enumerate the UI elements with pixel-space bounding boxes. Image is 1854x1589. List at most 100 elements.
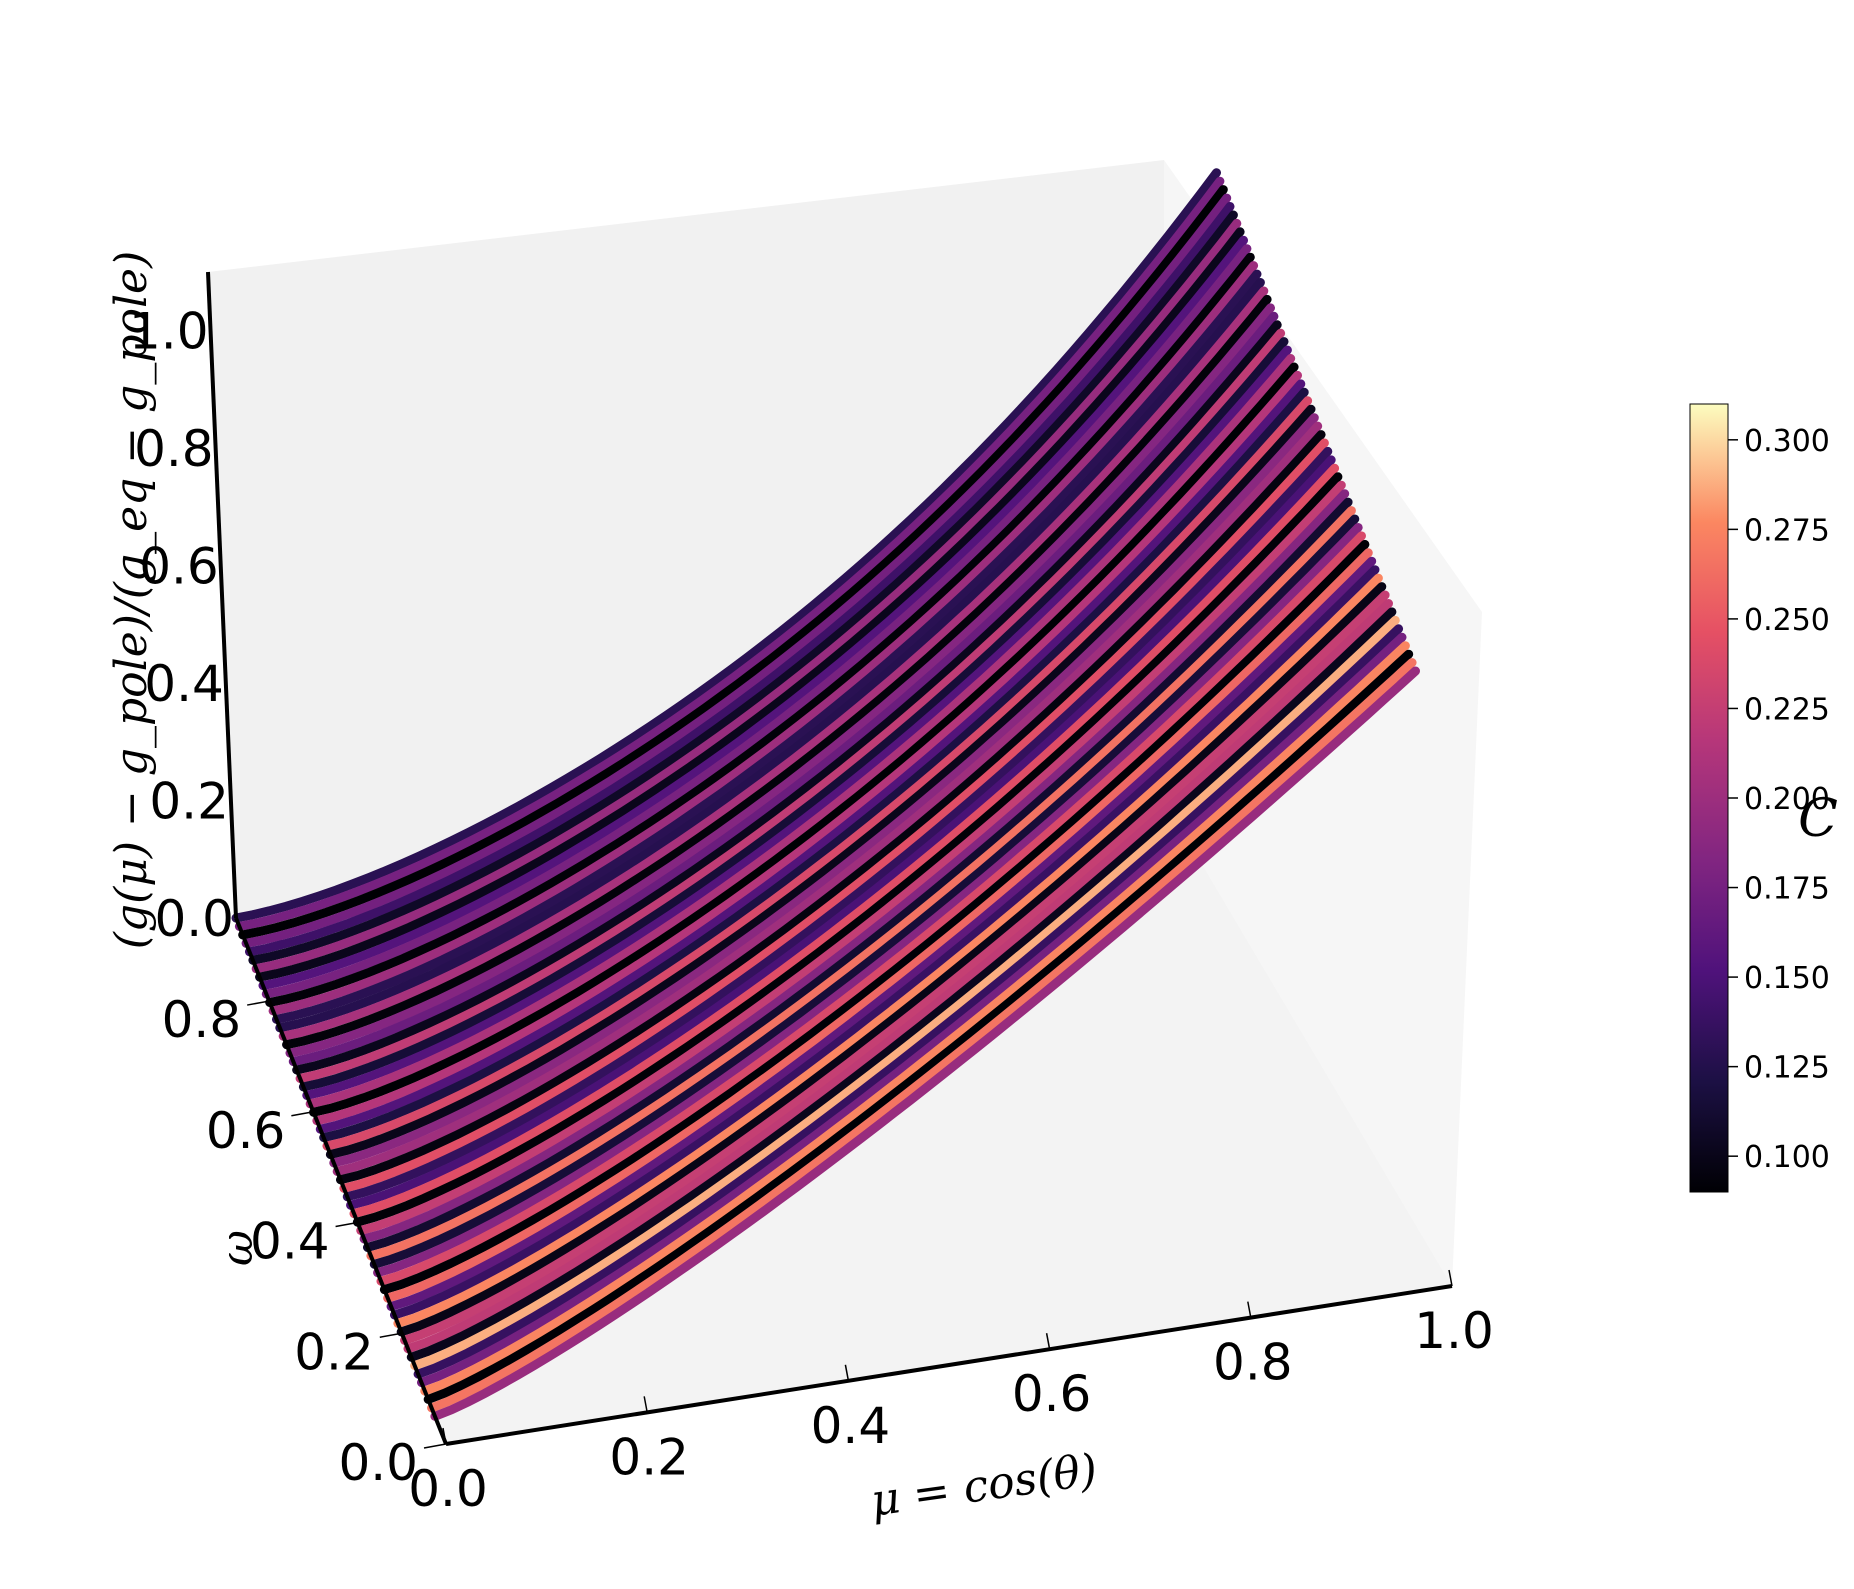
- surface-curve: [245, 202, 1235, 957]
- surface-curve: [420, 641, 1410, 1396]
- surface-curve: [315, 379, 1306, 1134]
- z-tick-label: 0.0: [154, 890, 234, 948]
- surface-curve: [258, 235, 1248, 991]
- surface-curve: [349, 463, 1340, 1219]
- x-tick: [1247, 1301, 1252, 1318]
- x-tick-label: 1.0: [1414, 1302, 1494, 1360]
- surface-curve: [390, 565, 1380, 1320]
- z-tick-label: 0.2: [149, 773, 229, 831]
- omega-tick: [247, 1000, 270, 1006]
- surface-curve: [268, 261, 1259, 1016]
- surface-curve: [272, 269, 1262, 1024]
- surface-curve: [366, 506, 1356, 1261]
- surface-curve: [265, 252, 1255, 1007]
- surface-curve: [282, 294, 1272, 1050]
- surface-curve: [231, 168, 1221, 923]
- colorbar: [1689, 403, 1729, 1193]
- surface-curve: [403, 599, 1393, 1354]
- surface-curve: [336, 430, 1326, 1185]
- colorbar-tick-label: 0.275: [1744, 513, 1830, 548]
- colorbar-tick-label: 0.175: [1744, 872, 1830, 907]
- surface-curve: [312, 370, 1302, 1126]
- z-tick-label: 0.8: [134, 420, 214, 478]
- surface-curve: [288, 311, 1279, 1067]
- colorbar-tick-label: 0.250: [1744, 603, 1830, 638]
- surface-curve: [332, 421, 1323, 1176]
- surface-curve: [373, 523, 1363, 1278]
- surface-curve: [339, 438, 1329, 1193]
- surface-curve: [322, 396, 1313, 1151]
- surface-curve: [400, 590, 1390, 1345]
- x-tick: [643, 1396, 648, 1413]
- x-tick: [1448, 1269, 1453, 1287]
- colorbar-tick-label: 0.125: [1744, 1051, 1830, 1086]
- surface-curve: [383, 548, 1373, 1303]
- surface-curve: [234, 176, 1225, 931]
- axis-ticks: 0.0 0.2 0.4 0.6 0.8 1.0 0.0 0.2 0.4 0.6 0.8 0.0 0.2 0…: [129, 303, 1494, 1518]
- omega-tick: [379, 1332, 402, 1339]
- z-tick-label: 0.4: [144, 655, 224, 713]
- x-tick-label: 0.8: [1213, 1334, 1293, 1392]
- x-tick: [442, 1427, 447, 1445]
- surface-curve: [369, 514, 1360, 1269]
- omega-tick-label: 0.6: [206, 1102, 286, 1160]
- colorbar-title: C: [1798, 789, 1838, 849]
- x-tick-label: 0.2: [609, 1428, 689, 1486]
- omega-tick: [291, 1111, 314, 1117]
- surface-curve: [285, 303, 1275, 1058]
- surface-curve: [275, 278, 1265, 1033]
- x-tick-label: 0.6: [1012, 1365, 1092, 1423]
- surface-curve: [376, 531, 1366, 1286]
- surface-curve: [241, 193, 1232, 948]
- surface-curve: [298, 337, 1289, 1092]
- surface-curve: [278, 286, 1269, 1041]
- surface-curve: [238, 185, 1228, 940]
- omega-tick: [335, 1221, 358, 1228]
- surface-curve: [325, 404, 1316, 1159]
- surface-curve: [319, 387, 1309, 1143]
- omega-axis-title: ω: [212, 1230, 263, 1266]
- surface-curve: [363, 497, 1353, 1252]
- surface-curve: [393, 573, 1383, 1328]
- x-tick-label: 0.4: [811, 1397, 891, 1455]
- surface-curve: [305, 354, 1296, 1109]
- surface-curve: [379, 539, 1370, 1295]
- surface-curve: [406, 607, 1397, 1362]
- x-tick: [1045, 1333, 1051, 1350]
- colorbar-tick-label: 0.200: [1744, 782, 1830, 817]
- surface-curve: [251, 218, 1242, 974]
- surface-curves: [231, 168, 1420, 1421]
- surface-curve: [386, 556, 1377, 1311]
- surface-curve: [255, 227, 1245, 982]
- surface-curve: [423, 649, 1414, 1404]
- surface-curve: [295, 328, 1286, 1083]
- surface-curve: [413, 624, 1404, 1379]
- colorbar-tick-label: 0.300: [1744, 424, 1830, 459]
- omega-tick-label: 0.4: [250, 1213, 330, 1271]
- omega-tick-label: 0.2: [294, 1323, 374, 1381]
- z-tick-label: 1.0: [129, 303, 209, 361]
- z-axis-line: [206, 271, 238, 919]
- surface-curve: [292, 320, 1282, 1075]
- colorbar-tick-label: 0.100: [1744, 1140, 1830, 1175]
- surface-curve: [302, 345, 1292, 1100]
- surface-curve: [352, 472, 1343, 1227]
- x-tick-label: 0.0: [408, 1460, 488, 1518]
- surface-curve: [396, 582, 1387, 1337]
- colorbar-tick-label: 0.225: [1744, 692, 1830, 727]
- x-axis-line: [445, 1284, 1453, 1446]
- surface-curve: [417, 632, 1407, 1387]
- surface-curve: [359, 489, 1350, 1244]
- surface-curve: [309, 362, 1299, 1117]
- surface-curve: [410, 615, 1400, 1371]
- x-tick: [844, 1364, 850, 1381]
- omega-tick-label: 0.8: [162, 991, 242, 1049]
- surface-curve: [261, 244, 1252, 999]
- surface-curve: [430, 666, 1420, 1421]
- surface-curve: [346, 455, 1336, 1210]
- x-axis-title: μ = cos(θ): [868, 1445, 1101, 1527]
- surface-curve: [356, 480, 1346, 1235]
- colorbar-tick-label: 0.150: [1744, 961, 1830, 996]
- surface-curve: [248, 210, 1238, 965]
